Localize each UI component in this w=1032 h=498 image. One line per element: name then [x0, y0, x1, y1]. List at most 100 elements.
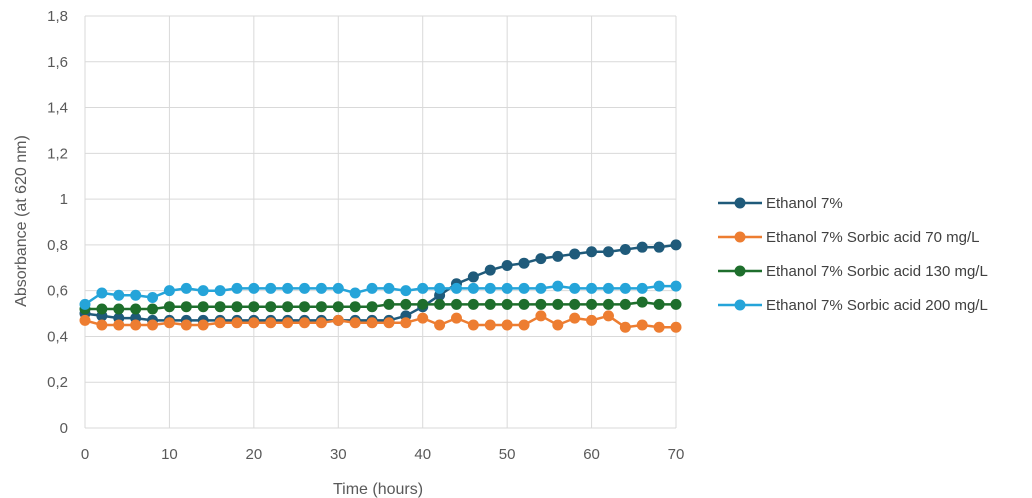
data-point [282, 282, 294, 294]
data-point [366, 317, 378, 329]
data-point [383, 317, 395, 329]
data-point [501, 282, 513, 294]
x-tick-label: 20 [246, 446, 263, 463]
data-point [400, 298, 412, 310]
data-point [586, 246, 598, 258]
data-point [586, 314, 598, 326]
series-layer [79, 239, 682, 333]
y-tick-label: 1,2 [47, 145, 68, 162]
data-point [147, 303, 159, 315]
data-point [619, 282, 631, 294]
data-point [214, 301, 226, 313]
data-point [518, 298, 530, 310]
legend-swatch-marker [734, 299, 746, 311]
data-point [501, 259, 513, 271]
data-point [214, 317, 226, 329]
data-point [535, 298, 547, 310]
data-point [180, 282, 192, 294]
data-point [552, 280, 564, 292]
y-tick-label: 1,4 [47, 100, 68, 117]
data-point [569, 282, 581, 294]
data-point [569, 312, 581, 324]
data-point [383, 282, 395, 294]
data-point [180, 301, 192, 313]
data-point [450, 282, 462, 294]
data-point [231, 282, 243, 294]
legend-label: Ethanol 7% Sorbic acid 130 mg/L [766, 263, 988, 280]
y-tick-label: 0,4 [47, 328, 68, 345]
data-point [434, 319, 446, 331]
series-4 [79, 280, 682, 310]
y-axis-title: Absorbance (at 620 nm) [13, 135, 30, 307]
data-point [282, 301, 294, 313]
data-point [450, 312, 462, 324]
legend-item[interactable]: Ethanol 7% Sorbic acid 130 mg/L [718, 263, 988, 280]
data-point [163, 285, 175, 297]
data-point [349, 317, 361, 329]
y-tick-label: 1 [60, 191, 68, 208]
data-point [467, 282, 479, 294]
legend-item[interactable]: Ethanol 7% Sorbic acid 200 mg/L [718, 297, 988, 314]
data-point [130, 289, 142, 301]
data-point [299, 301, 311, 313]
y-tick-label: 0,2 [47, 374, 68, 391]
legend-item[interactable]: Ethanol 7% [718, 195, 843, 212]
data-point [113, 303, 125, 315]
data-point [552, 298, 564, 310]
data-point [332, 301, 344, 313]
data-point [653, 280, 665, 292]
data-point [366, 282, 378, 294]
legend-swatch-marker [734, 231, 746, 243]
data-point [400, 285, 412, 297]
data-point [484, 319, 496, 331]
data-point [434, 282, 446, 294]
data-point [366, 301, 378, 313]
data-point [214, 285, 226, 297]
data-point [518, 257, 530, 269]
data-point [518, 282, 530, 294]
data-point [484, 282, 496, 294]
x-axis-ticks: 0 10 20 30 40 50 60 70 [81, 446, 685, 463]
data-point [501, 298, 513, 310]
data-point [349, 301, 361, 313]
data-point [636, 282, 648, 294]
data-point [619, 243, 631, 255]
data-point [552, 319, 564, 331]
data-point [79, 298, 91, 310]
data-point [602, 310, 614, 322]
data-point [96, 287, 108, 299]
data-point [450, 298, 462, 310]
y-tick-label: 1,6 [47, 54, 68, 71]
x-tick-label: 30 [330, 446, 347, 463]
data-point [636, 319, 648, 331]
data-point [535, 310, 547, 322]
data-point [315, 282, 327, 294]
data-point [332, 282, 344, 294]
x-tick-label: 70 [668, 446, 685, 463]
data-point [248, 301, 260, 313]
data-point [197, 319, 209, 331]
data-point [299, 317, 311, 329]
legend[interactable]: Ethanol 7% Ethanol 7% Sorbic acid 70 mg/L… [718, 195, 988, 314]
x-tick-label: 50 [499, 446, 516, 463]
data-point [518, 319, 530, 331]
data-point [586, 282, 598, 294]
data-point [231, 317, 243, 329]
y-tick-label: 0,8 [47, 237, 68, 254]
data-point [670, 280, 682, 292]
legend-item[interactable]: Ethanol 7% Sorbic acid 70 mg/L [718, 229, 979, 246]
data-point [467, 298, 479, 310]
data-point [467, 319, 479, 331]
data-point [602, 282, 614, 294]
data-point [434, 298, 446, 310]
data-point [265, 301, 277, 313]
data-point [248, 282, 260, 294]
data-point [113, 289, 125, 301]
x-axis-title: Time (hours) [333, 481, 423, 498]
x-tick-label: 0 [81, 446, 89, 463]
data-point [417, 282, 429, 294]
data-point [180, 319, 192, 331]
data-point [417, 312, 429, 324]
data-point [400, 317, 412, 329]
